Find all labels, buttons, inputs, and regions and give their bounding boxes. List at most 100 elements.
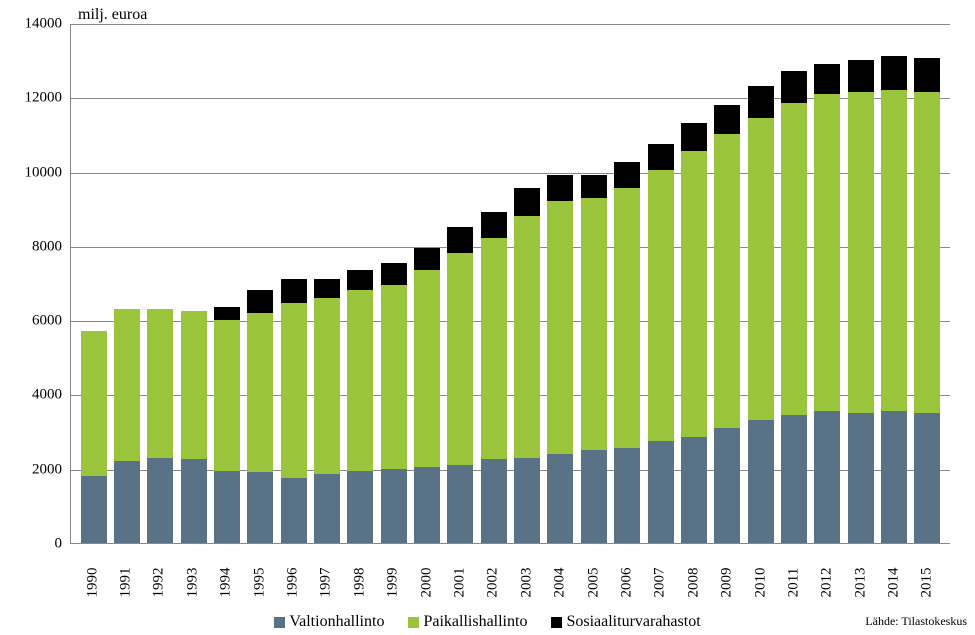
bar-segment-valtionhallinto [614,448,640,543]
y-tick-label: 4000 [0,387,62,404]
x-tick-label: 1998 [351,568,368,598]
bar-segment-sosiaaliturvarahastot [481,212,507,238]
x-tick-label: 1994 [218,568,235,598]
legend-label: Paikallishallinto [423,613,527,631]
bar-segment-paikallishallinto [714,134,740,427]
y-tick-label: 14000 [0,16,62,33]
x-label-slot: 1994 [210,546,243,602]
bar-segment-valtionhallinto [447,465,473,543]
legend-item-valtionhallinto: Valtionhallinto [274,613,384,631]
x-tick-label: 2007 [652,568,669,598]
bar-segment-paikallishallinto [881,90,907,411]
y-tick-label: 10000 [0,164,62,181]
x-tick-label: 1996 [285,568,302,598]
stacked-bar [581,175,607,543]
stacked-bar [514,188,540,543]
x-tick-label: 1999 [385,568,402,598]
bar-slot [877,24,910,543]
bar-slot [711,24,744,543]
bar-segment-paikallishallinto [581,198,607,451]
stacked-bar [547,175,573,543]
bar-segment-sosiaaliturvarahastot [347,270,373,290]
bar-segment-sosiaaliturvarahastot [547,175,573,201]
x-label-slot: 2004 [543,546,576,602]
bar-segment-sosiaaliturvarahastot [581,175,607,197]
bar-segment-sosiaaliturvarahastot [648,144,674,170]
x-tick-label: 1997 [318,568,335,598]
bar-segment-valtionhallinto [347,471,373,543]
x-label-slot: 2014 [877,546,910,602]
stacked-bar [314,279,340,543]
bar-segment-sosiaaliturvarahastot [914,58,940,91]
stacked-bar [147,309,173,543]
bar-segment-paikallishallinto [147,309,173,458]
bar-segment-sosiaaliturvarahastot [748,86,774,118]
bar-slot [277,24,310,543]
x-label-slot: 1993 [176,546,209,602]
bar-segment-sosiaaliturvarahastot [781,71,807,103]
bar-slot [611,24,644,543]
x-tick-label: 2009 [719,568,736,598]
stacked-bar [447,227,473,543]
x-tick-label: 2013 [852,568,869,598]
x-label-slot: 1990 [76,546,109,602]
y-tick-label: 2000 [0,461,62,478]
stacked-bar [914,58,940,543]
x-label-slot: 2008 [677,546,710,602]
x-tick-label: 2010 [752,568,769,598]
bar-slot [244,24,277,543]
legend-label: Sosiaaliturvarahastot [566,613,700,631]
chart-container: milj. euroa 0200040006000800010000120001… [0,0,975,635]
bar-slot [410,24,443,543]
stacked-bar [81,331,107,543]
x-tick-label: 2006 [618,568,635,598]
bar-segment-sosiaaliturvarahastot [514,188,540,216]
stacked-bar [848,60,874,543]
x-tick-label: 1990 [84,568,101,598]
bars-layer [71,24,950,543]
legend-swatch [408,617,419,628]
x-label-slot: 2012 [811,546,844,602]
stacked-bar [381,263,407,543]
bar-segment-paikallishallinto [281,303,307,478]
y-axis-title: milj. euroa [78,6,147,24]
stacked-bar [281,279,307,543]
bar-segment-sosiaaliturvarahastot [814,64,840,94]
bar-segment-valtionhallinto [181,459,207,543]
bar-slot [911,24,944,543]
bar-segment-valtionhallinto [381,469,407,543]
bar-segment-sosiaaliturvarahastot [447,227,473,253]
legend-item-paikallishallinto: Paikallishallinto [408,613,527,631]
x-tick-label: 2001 [451,568,468,598]
x-label-slot: 1992 [143,546,176,602]
plot-area [70,24,950,544]
bar-segment-sosiaaliturvarahastot [414,248,440,270]
bar-slot [77,24,110,543]
x-tick-label: 2012 [819,568,836,598]
x-label-slot: 2000 [410,546,443,602]
stacked-bar [814,64,840,543]
legend-label: Valtionhallinto [289,613,384,631]
x-tick-label: 2011 [785,568,802,597]
x-label-slot: 2005 [577,546,610,602]
bar-segment-sosiaaliturvarahastot [247,290,273,312]
stacked-bar [714,105,740,543]
bar-slot [811,24,844,543]
bar-segment-paikallishallinto [614,188,640,448]
bar-segment-valtionhallinto [114,461,140,543]
x-tick-label: 1993 [184,568,201,598]
stacked-bar [247,290,273,543]
bar-slot [377,24,410,543]
bar-segment-paikallishallinto [214,320,240,470]
x-tick-label: 2015 [919,568,936,598]
bar-segment-paikallishallinto [814,94,840,412]
x-tick-label: 1995 [251,568,268,598]
bar-segment-valtionhallinto [81,476,107,543]
bar-slot [144,24,177,543]
stacked-bar [214,307,240,543]
bar-slot [577,24,610,543]
bar-segment-paikallishallinto [848,92,874,413]
y-tick-label: 8000 [0,238,62,255]
bar-segment-valtionhallinto [147,458,173,543]
bar-segment-sosiaaliturvarahastot [714,105,740,135]
